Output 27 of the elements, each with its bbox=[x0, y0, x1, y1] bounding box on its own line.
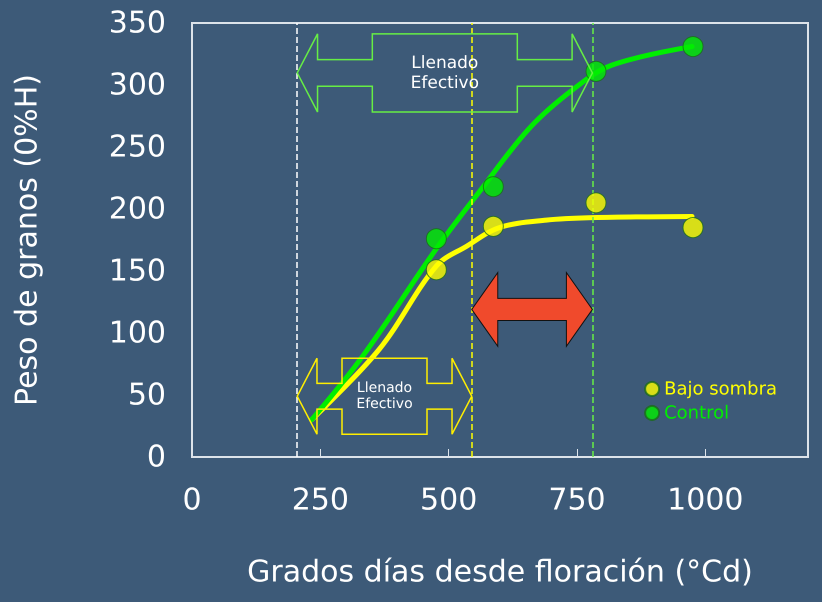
point bbox=[482, 176, 504, 198]
legend-label: Control bbox=[664, 402, 730, 424]
y-tick-label: 300 bbox=[108, 68, 166, 102]
x-tick-label: 0 bbox=[182, 482, 202, 518]
x-axis-title: Grados días desde floración (°Cd) bbox=[247, 554, 753, 590]
y-tick-label: 100 bbox=[108, 316, 166, 350]
point bbox=[586, 192, 606, 214]
point bbox=[682, 36, 704, 58]
point bbox=[426, 228, 447, 250]
x-tick-label: 750 bbox=[548, 482, 606, 518]
point bbox=[426, 259, 447, 280]
point bbox=[586, 60, 606, 82]
annotation: Llenado Efectivo bbox=[410, 52, 480, 93]
point bbox=[482, 216, 504, 237]
y-tick-label: 250 bbox=[108, 130, 166, 164]
y-tick-label: 150 bbox=[108, 254, 166, 288]
point bbox=[682, 217, 704, 238]
y-axis-title: Peso de granos (0%H) bbox=[10, 74, 44, 406]
legend-label: Bajo sombra bbox=[664, 378, 778, 400]
y-tick-label: 350 bbox=[108, 6, 166, 40]
y-tick-label: 0 bbox=[146, 440, 166, 474]
x-tick-label: 1000 bbox=[667, 482, 744, 518]
y-tick-label: 200 bbox=[108, 192, 166, 226]
annotation: Llenado Efectivo bbox=[356, 380, 413, 412]
x-tick-label: 250 bbox=[292, 482, 349, 518]
y-tick-label: 50 bbox=[128, 378, 166, 412]
x-tick-label: 500 bbox=[420, 482, 478, 518]
